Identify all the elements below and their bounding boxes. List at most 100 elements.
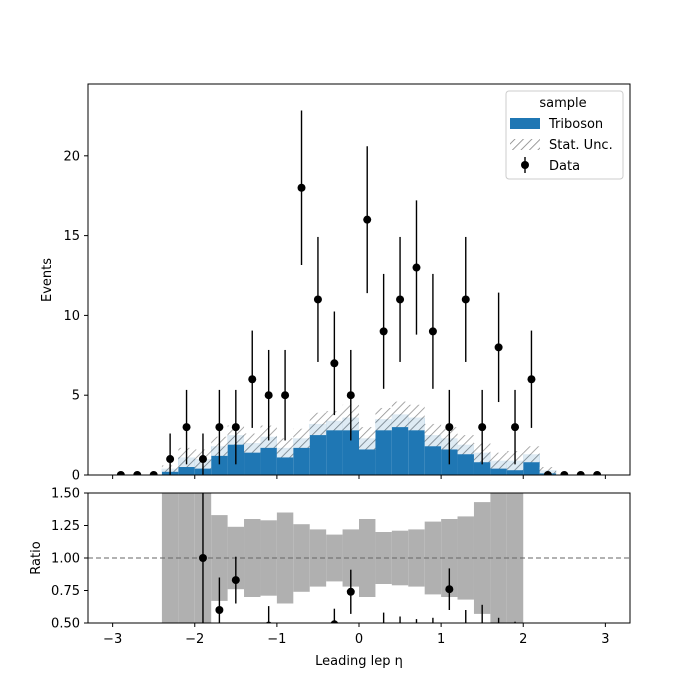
ratio-point bbox=[231, 576, 240, 585]
histogram-bar bbox=[391, 414, 409, 475]
legend-frame bbox=[505, 90, 624, 180]
histogram-bar bbox=[326, 420, 343, 475]
data-point bbox=[182, 423, 191, 432]
y-tick-label: 20 bbox=[63, 149, 80, 164]
ratio-point bbox=[346, 587, 355, 596]
ratio-unc-band bbox=[309, 529, 327, 587]
ratio-point bbox=[248, 645, 256, 653]
ratio-point bbox=[298, 645, 306, 653]
main-axes: 0 5 10 15 20 bbox=[63, 149, 606, 484]
stat-unc-band bbox=[309, 412, 327, 436]
ratio-point bbox=[363, 645, 371, 653]
ratio-point bbox=[495, 640, 503, 648]
legend-swatch-stat-unc bbox=[510, 139, 540, 150]
stat-unc-band bbox=[359, 427, 376, 450]
ratio-y-axis-label: Ratio bbox=[29, 541, 44, 574]
ratio-unc-band bbox=[375, 532, 392, 584]
stat-unc-band bbox=[408, 404, 425, 431]
data-point bbox=[116, 471, 125, 475]
data-point bbox=[281, 391, 290, 400]
legend-label-stat-unc: Stat. Unc. bbox=[549, 138, 613, 153]
ratio-point bbox=[429, 640, 437, 648]
data-point bbox=[313, 295, 322, 304]
y-tick-label: 15 bbox=[63, 229, 80, 244]
data-point bbox=[231, 423, 240, 432]
ratio-point bbox=[330, 620, 339, 623]
data-point bbox=[461, 295, 470, 304]
y-tick-label: 0 bbox=[72, 469, 80, 484]
data-point bbox=[478, 423, 487, 432]
ratio-point bbox=[478, 624, 486, 632]
stat-unc-band bbox=[375, 407, 392, 431]
ratio-point bbox=[396, 639, 404, 647]
histogram-bar bbox=[309, 423, 327, 475]
data-point bbox=[445, 423, 454, 432]
data-point bbox=[264, 391, 273, 400]
ratio-point bbox=[281, 646, 289, 654]
data-point bbox=[396, 295, 405, 304]
data-point bbox=[560, 471, 569, 475]
ratio-y-tick-label: 0.75 bbox=[51, 584, 80, 599]
stat-unc-band bbox=[326, 411, 343, 431]
x-tick-label: 1 bbox=[437, 632, 445, 647]
stat-unc-band bbox=[424, 423, 442, 447]
data-point bbox=[494, 343, 503, 352]
histogram-bar bbox=[408, 417, 425, 475]
stat-unc-band bbox=[539, 467, 557, 474]
x-tick-label: 2 bbox=[519, 632, 527, 647]
data-point bbox=[330, 359, 339, 368]
stat-unc-band bbox=[490, 452, 507, 469]
x-tick-label: −3 bbox=[103, 632, 122, 647]
data-point bbox=[363, 215, 372, 224]
legend-label-triboson: Triboson bbox=[548, 117, 603, 132]
y-tick-label: 10 bbox=[63, 309, 80, 324]
y-tick-label: 5 bbox=[72, 389, 80, 404]
data-point bbox=[412, 263, 421, 272]
x-tick-label: −2 bbox=[185, 632, 204, 647]
stat-unc-band bbox=[244, 433, 261, 453]
ratio-point bbox=[215, 606, 224, 614]
ratio-point bbox=[527, 645, 535, 653]
data-point bbox=[428, 327, 437, 336]
histogram-bar bbox=[342, 417, 359, 475]
legend: sample Triboson Stat. Unc. Data bbox=[505, 90, 624, 180]
ratio-axes: 0.50 0.75 1.00 1.25 1.50 −3 −2 −1 0 1 2 3 bbox=[51, 487, 609, 648]
ratio-unc-band bbox=[359, 519, 376, 597]
ratio-point bbox=[198, 554, 207, 562]
ratio-y-tick-label: 1.25 bbox=[51, 519, 80, 534]
ratio-point bbox=[166, 359, 174, 367]
data-point bbox=[248, 375, 257, 384]
legend-marker-data bbox=[521, 161, 529, 169]
y-axis-label: Events bbox=[40, 258, 55, 302]
ratio-panel: 0.50 0.75 1.00 1.25 1.50 −3 −2 −1 0 1 2 3 Ratio Lea… bbox=[29, 333, 631, 669]
data-point bbox=[166, 455, 175, 464]
main-plot-area bbox=[116, 110, 602, 475]
data-point bbox=[593, 471, 602, 475]
ratio-point bbox=[445, 585, 454, 594]
legend-swatch-triboson bbox=[510, 118, 540, 129]
ratio-point bbox=[462, 632, 470, 640]
ratio-point bbox=[412, 641, 420, 649]
ratio-plot-area bbox=[88, 333, 630, 654]
ratio-point bbox=[183, 333, 191, 341]
legend-label-data: Data bbox=[549, 159, 580, 174]
ratio-unc-band bbox=[276, 512, 294, 604]
data-point bbox=[297, 183, 306, 192]
ratio-unc-band bbox=[326, 534, 343, 582]
ratio-unc-band bbox=[293, 524, 310, 592]
data-point bbox=[379, 327, 388, 336]
data-point bbox=[198, 455, 207, 464]
data-point bbox=[149, 471, 158, 475]
data-point bbox=[576, 471, 585, 475]
ratio-y-tick-label: 1.50 bbox=[51, 487, 80, 502]
ratio-point bbox=[380, 635, 388, 643]
ratio-y-tick-label: 1.00 bbox=[51, 552, 80, 567]
data-point bbox=[527, 375, 536, 384]
stat-unc-band bbox=[391, 401, 409, 428]
data-point bbox=[133, 471, 142, 475]
stat-unc-band bbox=[276, 438, 294, 458]
data-point bbox=[215, 423, 224, 432]
x-axis-label: Leading lep η bbox=[315, 654, 403, 669]
ratio-point bbox=[511, 644, 519, 652]
